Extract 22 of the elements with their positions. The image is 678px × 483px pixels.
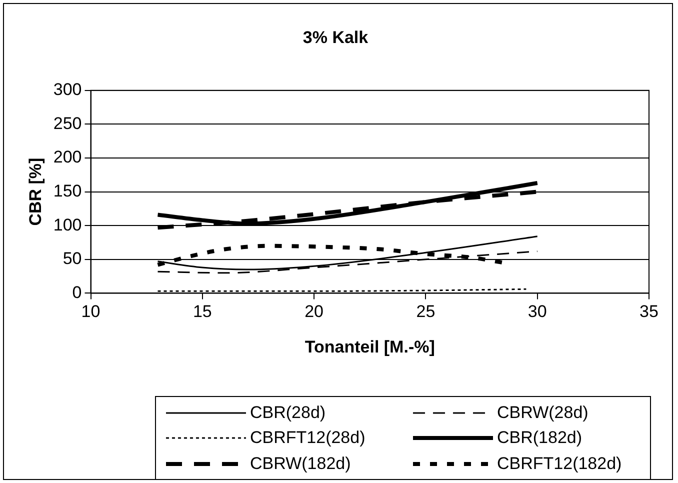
x-tick-label: 30 (528, 302, 547, 322)
x-tick-label: 20 (304, 302, 324, 322)
legend-label: CBR(28d) (250, 402, 326, 422)
legend-label: CBRW(182d) (250, 454, 351, 474)
x-tick-label: 35 (640, 302, 658, 322)
y-tick-label: 250 (53, 114, 82, 133)
y-tick-label: 0 (72, 282, 82, 302)
x-tick-label: 25 (416, 302, 436, 322)
x-tick-label: 15 (192, 302, 212, 322)
y-tick-label: 200 (53, 148, 82, 167)
y-axis-title: CBR [%] (26, 158, 45, 226)
y-tick-label: 300 (53, 80, 82, 100)
legend-label: CBRW(28d) (497, 402, 588, 422)
legend-label: CBRFT12(182d) (497, 454, 622, 474)
y-tick-label: 150 (53, 181, 82, 200)
x-axis-title: Tonanteil [M.-%] (304, 337, 435, 356)
chart-title: 3% Kalk (302, 28, 369, 47)
legend-label: CBRFT12(28d) (250, 428, 366, 448)
y-tick-label: 50 (62, 249, 82, 268)
y-tick-label: 100 (53, 215, 82, 234)
legend-label: CBR(182d) (497, 428, 582, 448)
x-tick-label: 10 (81, 302, 100, 322)
